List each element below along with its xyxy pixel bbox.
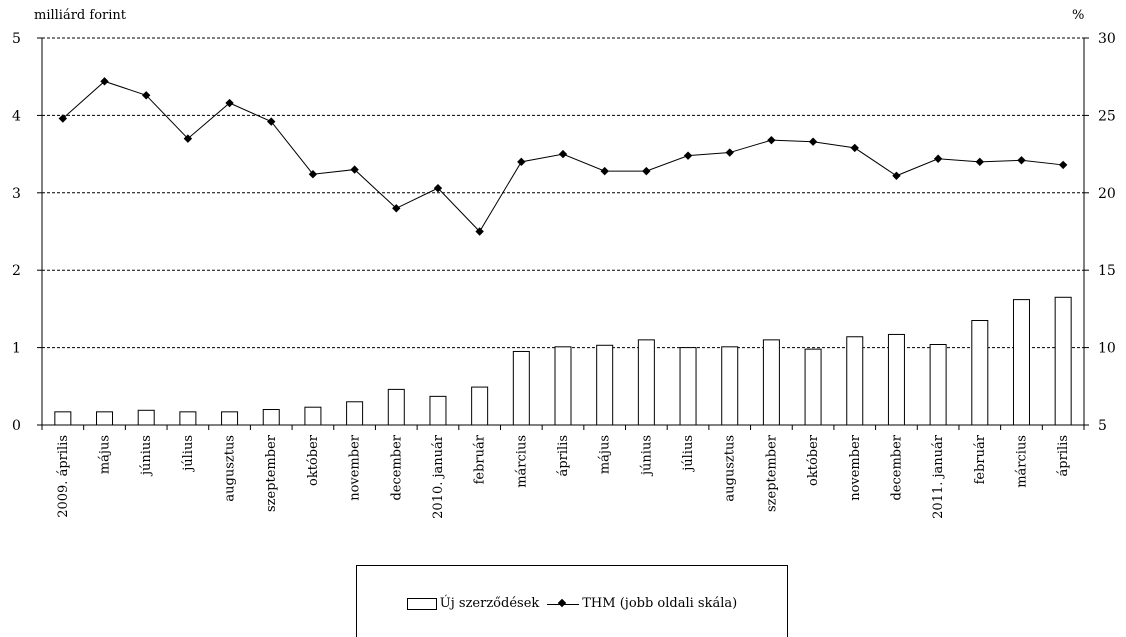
bar-7 — [346, 401, 364, 426]
legend-label-line: THM (jobb oldali skála) — [582, 596, 738, 611]
legend: Új szerződések THM (jobb oldali skála) — [356, 565, 788, 637]
thm-point-11 — [517, 157, 526, 167]
thm-point-20 — [892, 171, 901, 180]
category-label-14: június — [639, 435, 654, 477]
right-tick-label-5: 30 — [1098, 31, 1116, 47]
bar-18 — [804, 348, 822, 426]
right-tick-label-4: 25 — [1098, 108, 1116, 124]
category-label-13: május — [598, 435, 613, 474]
thm-point-13 — [600, 166, 609, 176]
category-label-11: március — [514, 435, 529, 488]
thm-point-1 — [100, 77, 109, 86]
category-label-24: április — [1056, 435, 1071, 476]
category-label-8: december — [389, 434, 404, 500]
legend-line-swatch — [547, 599, 580, 609]
thm-point-8 — [392, 204, 401, 213]
legend-label-bars: Új szerződések — [439, 596, 540, 611]
bar-23 — [1012, 299, 1030, 426]
bar-14 — [637, 339, 655, 426]
bar-13 — [596, 344, 614, 426]
thm-point-6 — [308, 170, 318, 179]
category-label-4: augusztus — [223, 435, 238, 502]
thm-point-7 — [350, 165, 359, 174]
thm-point-15 — [683, 151, 693, 160]
left-tick-label-1: 1 — [12, 341, 21, 357]
bar-8 — [387, 388, 405, 426]
bar-12 — [554, 346, 572, 426]
thm-point-21 — [933, 154, 943, 163]
category-label-0: 2009. április — [56, 435, 71, 518]
thm-point-16 — [725, 148, 734, 157]
category-label-21: 2011. január — [931, 434, 946, 519]
category-label-6: október — [306, 434, 321, 486]
thm-point-14 — [642, 166, 651, 176]
category-label-5: szeptember — [264, 434, 279, 512]
thm-point-24 — [1058, 160, 1068, 170]
bar-6 — [304, 406, 322, 426]
bar-5 — [262, 409, 280, 426]
bar-22 — [971, 320, 989, 426]
thm-point-5 — [267, 117, 276, 126]
bar-21 — [929, 344, 947, 426]
legend-item-bars: Új szerződések — [406, 596, 540, 611]
thm-point-18 — [808, 137, 818, 146]
thm-point-4 — [225, 98, 234, 108]
category-label-23: március — [1014, 435, 1029, 488]
thm-point-17 — [767, 135, 776, 145]
category-label-18: október — [806, 434, 821, 486]
bar-16 — [721, 346, 739, 426]
bar-3 — [179, 411, 197, 426]
left-tick-label-2: 2 — [12, 263, 21, 279]
thm-point-3 — [183, 134, 193, 143]
left-tick-label-0: 0 — [12, 418, 21, 434]
thm-point-22 — [975, 157, 984, 167]
thm-point-9 — [433, 183, 443, 193]
bar-15 — [679, 347, 697, 426]
category-label-7: november — [348, 434, 363, 501]
right-tick-label-1: 10 — [1098, 341, 1116, 357]
thm-point-23 — [1017, 156, 1026, 165]
category-label-16: augusztus — [723, 435, 738, 502]
thm-point-10 — [475, 227, 484, 236]
category-label-1: május — [98, 435, 113, 474]
bar-10 — [471, 386, 489, 426]
left-tick-label-4: 4 — [12, 108, 21, 124]
thm-point-2 — [142, 91, 151, 100]
right-tick-label-2: 15 — [1098, 263, 1116, 279]
bar-11 — [512, 350, 530, 426]
category-label-10: február — [473, 434, 488, 484]
bar-20 — [887, 333, 905, 426]
bar-17 — [762, 339, 780, 426]
category-label-12: április — [556, 435, 571, 476]
category-label-9: 2010. január — [431, 434, 446, 519]
category-label-19: november — [848, 434, 863, 501]
category-label-3: július — [181, 435, 196, 473]
left-tick-label-5: 5 — [12, 31, 21, 47]
thm-point-12 — [558, 149, 568, 159]
right-axis-title: % — [1072, 8, 1085, 23]
category-label-15: július — [681, 435, 696, 473]
bar-0 — [54, 411, 72, 426]
right-tick-label-0: 5 — [1098, 418, 1107, 434]
category-label-17: szeptember — [764, 434, 779, 512]
thm-point-0 — [58, 114, 68, 123]
bar-19 — [846, 336, 864, 426]
legend-item-line: THM (jobb oldali skála) — [547, 596, 737, 611]
legend-bar-swatch — [406, 597, 437, 610]
category-label-20: december — [889, 434, 904, 500]
category-label-22: február — [973, 434, 988, 484]
thm-point-19 — [850, 143, 859, 153]
left-axis-title: milliárd forint — [34, 8, 126, 23]
left-tick-label-3: 3 — [12, 186, 21, 202]
right-tick-label-3: 20 — [1098, 186, 1116, 202]
bar-2 — [137, 409, 155, 426]
category-label-2: június — [139, 435, 154, 477]
bar-4 — [221, 411, 239, 426]
bar-9 — [429, 395, 447, 426]
bar-1 — [96, 411, 114, 426]
bar-24 — [1054, 296, 1072, 426]
